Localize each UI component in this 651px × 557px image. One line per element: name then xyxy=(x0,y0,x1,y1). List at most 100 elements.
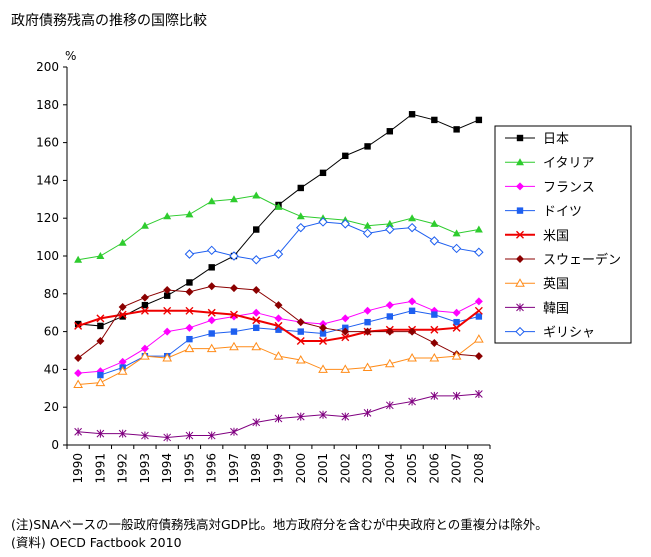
x-tick-label: 2008 xyxy=(472,453,486,484)
data-point xyxy=(274,301,283,310)
series-9 xyxy=(184,217,484,265)
data-point xyxy=(207,316,216,325)
data-point xyxy=(430,391,439,400)
data-point xyxy=(74,369,83,378)
data-point xyxy=(340,364,351,373)
data-point xyxy=(408,327,417,336)
data-point xyxy=(386,128,394,135)
data-point xyxy=(474,297,483,306)
data-point xyxy=(385,327,394,336)
legend-label: スウェーデン xyxy=(543,252,621,268)
data-point xyxy=(363,408,372,417)
legend-label: イタリア xyxy=(543,156,594,171)
data-point xyxy=(341,333,350,342)
x-tick-label: 1995 xyxy=(182,453,196,484)
y-tick-label: 20 xyxy=(44,400,59,414)
legend-marker xyxy=(516,158,524,166)
data-point xyxy=(385,224,395,235)
legend-label: 英国 xyxy=(543,277,569,292)
data-point xyxy=(140,293,149,302)
data-point xyxy=(140,351,150,360)
data-point xyxy=(452,391,461,400)
data-point xyxy=(96,429,105,438)
data-point xyxy=(207,245,217,256)
data-point xyxy=(207,282,216,291)
y-tick-label: 0 xyxy=(51,438,59,452)
data-point xyxy=(319,169,327,177)
data-point xyxy=(431,311,438,318)
data-point xyxy=(451,351,462,360)
data-point xyxy=(230,427,238,436)
x-tick-label: 2006 xyxy=(427,453,441,484)
data-point xyxy=(408,397,416,406)
data-point xyxy=(407,222,417,233)
legend-item: 英国 xyxy=(505,277,569,292)
legend-item: 韓国 xyxy=(505,301,569,316)
data-point xyxy=(140,344,149,353)
data-point xyxy=(184,249,195,259)
data-point xyxy=(186,279,193,286)
data-point xyxy=(386,313,394,320)
series-2 xyxy=(74,191,483,263)
data-point xyxy=(96,314,105,323)
data-point xyxy=(229,251,239,261)
data-point xyxy=(474,225,483,233)
chart-title: 政府債務残高の推移の国際比較 xyxy=(11,13,207,29)
data-point xyxy=(251,341,262,351)
data-point xyxy=(452,323,461,332)
data-point xyxy=(251,255,261,265)
data-point xyxy=(341,327,350,336)
x-tick-label: 2003 xyxy=(361,453,375,484)
data-point xyxy=(163,212,172,220)
data-point xyxy=(118,303,127,312)
data-point xyxy=(118,238,127,246)
data-point xyxy=(451,243,462,254)
data-point xyxy=(163,292,171,299)
legend-item: 日本 xyxy=(505,132,569,147)
y-axis-label: % xyxy=(65,49,76,63)
data-point xyxy=(74,255,83,263)
series-8 xyxy=(74,389,483,442)
data-point xyxy=(117,366,128,375)
data-point xyxy=(318,364,328,373)
legend-label: ドイツ xyxy=(543,205,582,220)
data-point xyxy=(341,412,350,421)
data-point xyxy=(207,431,216,440)
data-point xyxy=(274,414,283,423)
data-point xyxy=(474,352,483,361)
data-point xyxy=(273,351,284,360)
data-point xyxy=(385,301,394,310)
data-point xyxy=(295,354,306,364)
legend-label: フランス xyxy=(543,180,595,195)
data-point xyxy=(430,338,439,347)
x-tick-label: 2000 xyxy=(294,453,308,484)
data-point xyxy=(207,308,216,317)
x-tick-label: 1999 xyxy=(272,453,286,484)
y-tick-label: 60 xyxy=(44,325,59,339)
data-point xyxy=(385,401,394,410)
series-line xyxy=(100,310,479,376)
legend-item: フランス xyxy=(505,180,595,195)
series-line xyxy=(78,338,480,386)
data-point xyxy=(185,287,194,296)
data-point xyxy=(252,316,261,325)
x-tick-label: 1994 xyxy=(160,453,174,484)
y-tick-label: 140 xyxy=(36,173,59,187)
data-point xyxy=(96,252,105,259)
series-3 xyxy=(74,297,483,378)
data-point xyxy=(274,202,283,210)
data-point xyxy=(362,228,373,239)
data-point xyxy=(364,318,371,326)
legend-item: ドイツ xyxy=(505,205,582,220)
data-point xyxy=(118,310,127,319)
data-point xyxy=(452,229,461,237)
data-point xyxy=(252,191,261,199)
data-point xyxy=(74,427,82,436)
legend-item: イタリア xyxy=(505,156,594,171)
x-tick-label: 2007 xyxy=(450,453,464,484)
data-point xyxy=(230,328,238,335)
x-tick-label: 2004 xyxy=(383,453,397,484)
x-tick-label: 2001 xyxy=(316,453,330,484)
data-point xyxy=(118,429,127,438)
legend-label: 日本 xyxy=(543,132,569,147)
